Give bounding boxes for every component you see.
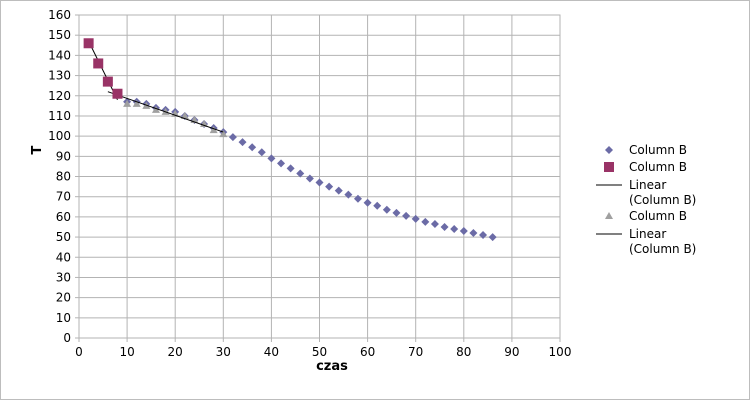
data-point-diamond bbox=[334, 186, 343, 195]
data-point-diamond bbox=[325, 182, 334, 191]
data-point-triangle bbox=[180, 111, 189, 119]
x-tick-label: 100 bbox=[549, 345, 572, 359]
y-tick-label: 100 bbox=[48, 129, 71, 143]
y-tick-label: 160 bbox=[48, 8, 71, 22]
y-tick-label: 140 bbox=[48, 48, 71, 62]
legend-entry: Column B bbox=[605, 143, 687, 157]
data-point-diamond bbox=[430, 219, 439, 228]
x-tick-label: 80 bbox=[456, 345, 471, 359]
x-axis-label: czas bbox=[316, 359, 348, 374]
data-point-diamond bbox=[411, 214, 420, 223]
data-point-triangle bbox=[219, 130, 228, 138]
y-axis-ticks: 0 10 20 30 40 50 60 70 80 90 100 110 120 130 140 150 160 bbox=[48, 8, 71, 345]
legend-label: Column B bbox=[629, 209, 687, 223]
data-point-diamond bbox=[363, 198, 372, 207]
y-tick-label: 20 bbox=[56, 291, 71, 305]
data-point-square bbox=[93, 58, 104, 69]
legend-square-swatch bbox=[604, 162, 614, 172]
data-point-diamond bbox=[373, 201, 382, 210]
data-point-diamond bbox=[353, 194, 362, 203]
data-point-diamond bbox=[305, 174, 314, 183]
data-point-diamond bbox=[402, 211, 411, 220]
x-axis-ticks: 0 10 20 30 40 50 60 70 80 90 100 bbox=[75, 345, 571, 359]
legend-label: Column B bbox=[629, 143, 687, 157]
x-tick-label: 90 bbox=[504, 345, 519, 359]
y-tick-label: 0 bbox=[63, 331, 71, 345]
data-point-diamond bbox=[315, 178, 324, 187]
legend-entry: Column B bbox=[605, 209, 687, 223]
data-point-triangle bbox=[200, 120, 209, 128]
x-tick-label: 0 bbox=[75, 345, 83, 359]
y-tick-label: 150 bbox=[48, 28, 71, 42]
legend-label: Column B bbox=[629, 160, 687, 174]
data-point-diamond bbox=[248, 143, 257, 152]
legend-entry: Column B bbox=[604, 160, 687, 174]
legend-entry: Linear (Column B) bbox=[596, 227, 696, 256]
x-tick-label: 60 bbox=[360, 345, 375, 359]
x-tick-label: 10 bbox=[119, 345, 134, 359]
y-tick-label: 90 bbox=[56, 149, 71, 163]
data-point-triangle bbox=[171, 109, 180, 117]
data-point-triangle bbox=[151, 105, 160, 113]
data-marks bbox=[83, 38, 497, 242]
data-point-triangle bbox=[123, 99, 132, 107]
data-point-diamond bbox=[488, 233, 497, 242]
legend-label: Linear (Column B) bbox=[629, 178, 696, 207]
data-point-diamond bbox=[450, 224, 459, 233]
data-point-square bbox=[83, 38, 94, 49]
data-point-diamond bbox=[421, 217, 430, 226]
y-axis-label: T bbox=[30, 145, 45, 154]
data-point-triangle bbox=[209, 126, 218, 134]
x-tick-label: 40 bbox=[264, 345, 279, 359]
x-tick-label: 70 bbox=[408, 345, 423, 359]
y-tick-label: 40 bbox=[56, 250, 71, 264]
legend: Column B Column B Linear (Column B) Column B… bbox=[596, 143, 696, 256]
y-tick-label: 80 bbox=[56, 170, 71, 184]
data-point-diamond bbox=[382, 205, 391, 214]
y-tick-label: 70 bbox=[56, 190, 71, 204]
legend-diamond-swatch bbox=[605, 146, 613, 154]
legend-label: Linear (Column B) bbox=[629, 227, 696, 256]
y-tick-label: 50 bbox=[56, 230, 71, 244]
data-point-diamond bbox=[459, 227, 468, 236]
y-tick-label: 60 bbox=[56, 210, 71, 224]
trendline bbox=[107, 91, 224, 133]
data-point-square bbox=[102, 76, 113, 87]
data-point-diamond bbox=[440, 222, 449, 231]
legend-entry: Linear (Column B) bbox=[596, 178, 696, 207]
data-point-diamond bbox=[286, 164, 295, 173]
data-point-diamond bbox=[469, 229, 478, 238]
data-point-diamond bbox=[344, 190, 353, 199]
y-tick-label: 10 bbox=[56, 311, 71, 325]
x-tick-label: 50 bbox=[312, 345, 327, 359]
data-point-diamond bbox=[267, 154, 276, 163]
data-point-triangle bbox=[132, 99, 141, 107]
data-point-diamond bbox=[392, 208, 401, 217]
x-tick-label: 20 bbox=[168, 345, 183, 359]
data-point-diamond bbox=[277, 159, 286, 168]
data-point-diamond bbox=[479, 231, 488, 240]
data-point-diamond bbox=[238, 138, 247, 147]
x-tick-label: 30 bbox=[216, 345, 231, 359]
y-tick-label: 30 bbox=[56, 270, 71, 284]
legend-triangle-swatch bbox=[605, 212, 613, 219]
data-point-diamond bbox=[228, 133, 237, 142]
y-tick-label: 120 bbox=[48, 89, 71, 103]
data-point-diamond bbox=[296, 169, 305, 178]
data-point-diamond bbox=[257, 148, 266, 157]
y-tick-label: 110 bbox=[48, 109, 71, 123]
data-point-square bbox=[112, 88, 123, 99]
y-tick-label: 130 bbox=[48, 69, 71, 83]
grid-lines bbox=[75, 14, 561, 342]
